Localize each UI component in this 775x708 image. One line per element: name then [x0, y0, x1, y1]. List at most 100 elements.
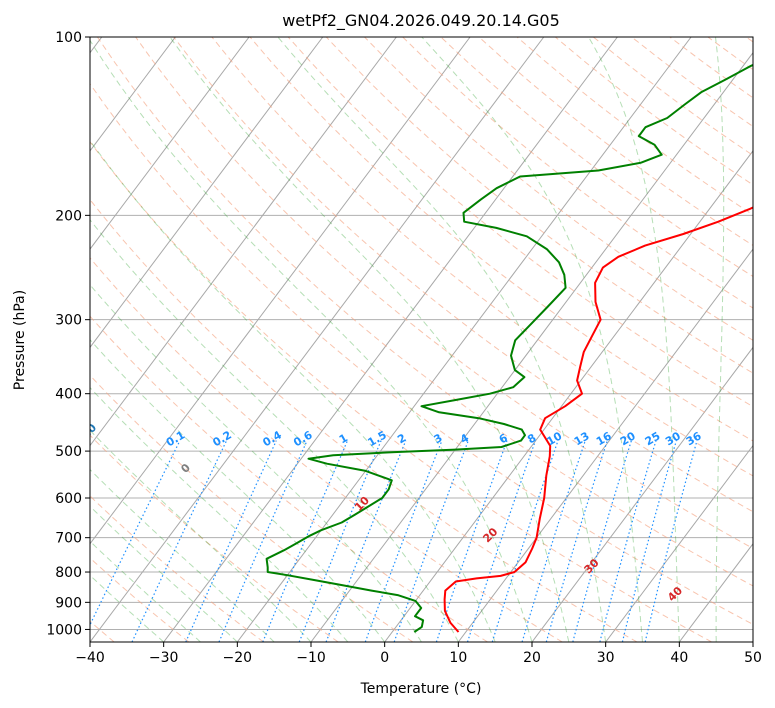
- dry-adiabat: [96, 37, 753, 587]
- y-axis-ticks: 100 200 300 400 500 600 700 800 900 1000: [46, 30, 90, 638]
- dry-adiabat: [707, 37, 753, 71]
- moist-adiabats: [90, 37, 725, 642]
- dry-adiabat: [325, 37, 753, 374]
- isotherm-line: [90, 37, 176, 152]
- y-tick-label: 900: [55, 595, 82, 611]
- mixing-ratio-line: [466, 440, 536, 642]
- mixing-ratio-label: 3: [431, 431, 444, 446]
- x-axis-label: Temperature (°C): [360, 681, 482, 697]
- mixing-ratio-line: [393, 440, 469, 642]
- moist-adiabat: [90, 338, 386, 642]
- dewpoint-profile-line: [265, 63, 753, 633]
- moist-adiabat: [715, 37, 725, 642]
- mixing-ratio-line: [545, 440, 608, 642]
- mixing-ratio-line: [521, 440, 586, 642]
- dry-adiabats: [90, 37, 753, 642]
- x-axis-ticks: −40 −30 −20 −10 0 10 20 30 40 50: [75, 642, 762, 666]
- x-tick-label: −10: [296, 650, 326, 666]
- isotherm-line: [605, 444, 753, 642]
- dry-adiabat: [402, 37, 753, 309]
- y-tick-label: 600: [55, 491, 82, 507]
- isotherm-line: [310, 51, 753, 642]
- dry-adiabat: [554, 37, 753, 186]
- moist-adiabat: [421, 37, 643, 642]
- mixing-ratio-label: 0.6: [291, 428, 315, 449]
- mixing-ratio-label: 1.5: [365, 428, 388, 449]
- dry-adiabat: [249, 37, 753, 442]
- dry-adiabat-label: 0: [178, 461, 193, 476]
- plot-frame: [89, 36, 754, 643]
- moist-adiabat: [90, 574, 165, 642]
- pressure-gridlines: [90, 37, 753, 630]
- isotherm-line: [752, 641, 753, 642]
- x-tick-label: 0: [380, 650, 389, 666]
- mixing-ratio-line: [364, 440, 443, 642]
- moist-adiabat: [588, 37, 680, 642]
- moist-adiabat-label: 30: [582, 556, 602, 576]
- moist-adiabat: [90, 283, 422, 642]
- isotherm-line: [457, 248, 753, 642]
- mixing-ratio-line: [491, 440, 559, 642]
- isotherm-line: [163, 37, 618, 642]
- mixing-ratio-label: 0.2: [211, 428, 234, 449]
- moist-adiabat: [169, 37, 570, 642]
- dry-adiabat: [135, 37, 753, 550]
- mixing-ratio-line: [90, 440, 181, 627]
- moist-adiabat: [90, 429, 312, 642]
- mixing-ratio-label: 10: [545, 429, 565, 448]
- moist-adiabat: [90, 540, 201, 642]
- moist-adiabat: [90, 219, 459, 642]
- y-tick-label: 700: [55, 531, 82, 547]
- moist-adiabat: [90, 386, 349, 642]
- temperature-profile-line: [443, 206, 753, 633]
- mixing-ratio-line: [599, 440, 657, 642]
- moist-adiabat-label: 20: [480, 525, 500, 545]
- y-tick-label: 200: [55, 208, 82, 224]
- mixing-ratio-lines: [90, 440, 698, 642]
- dry-adiabat: [90, 557, 190, 642]
- dry-adiabat: [364, 37, 753, 341]
- isotherm-line: [384, 150, 753, 642]
- mixing-ratio-label: 0.1: [164, 428, 187, 449]
- mixing-ratio-label: 13: [572, 429, 592, 448]
- mixing-ratio-line: [435, 440, 508, 642]
- dry-adiabat: [173, 37, 753, 513]
- y-tick-label: 100: [55, 30, 82, 46]
- mixing-ratio-line: [131, 440, 228, 642]
- moist-adiabat: [90, 505, 238, 642]
- dry-adiabat: [90, 495, 264, 642]
- x-tick-label: 50: [744, 650, 762, 666]
- moist-adiabat: [90, 39, 533, 642]
- mixing-ratio-label: 25: [643, 429, 663, 448]
- dry-adiabat: [90, 83, 753, 625]
- isotherm-line: [90, 37, 545, 642]
- moist-adiabat-label: 40: [665, 584, 685, 604]
- y-tick-label: 400: [55, 387, 82, 403]
- mixing-ratio-label: 1: [337, 431, 350, 446]
- isotherm-line: [90, 37, 397, 447]
- dry-adiabat: [90, 198, 638, 642]
- isotherm-line: [90, 37, 471, 545]
- profile-lines: [265, 63, 753, 633]
- dry-adiabat-label: -20: [0, 386, 9, 409]
- moist-adiabat: [277, 37, 607, 642]
- y-tick-label: 1000: [46, 622, 82, 638]
- mixing-ratio-label: 20: [618, 429, 638, 448]
- mixing-ratio-label: 2: [395, 431, 408, 446]
- moist-adiabat: [90, 468, 275, 642]
- y-tick-label: 800: [55, 565, 82, 581]
- dry-adiabat: [90, 374, 414, 642]
- y-tick-label: 500: [55, 444, 82, 460]
- skewed-isotherms: [90, 37, 753, 642]
- mixing-ratio-line: [644, 440, 698, 642]
- dry-adiabat-label: -10: [76, 421, 99, 444]
- mixing-ratio-line: [572, 440, 632, 642]
- dry-adiabat: [440, 37, 753, 278]
- plot-area: 0.10.20.40.611.52346810131620253036-100-…: [0, 37, 753, 642]
- x-tick-label: −20: [223, 650, 253, 666]
- isotherm-line: [236, 37, 692, 642]
- x-tick-label: 10: [449, 650, 467, 666]
- x-tick-label: 30: [597, 650, 615, 666]
- x-tick-label: 40: [670, 650, 688, 666]
